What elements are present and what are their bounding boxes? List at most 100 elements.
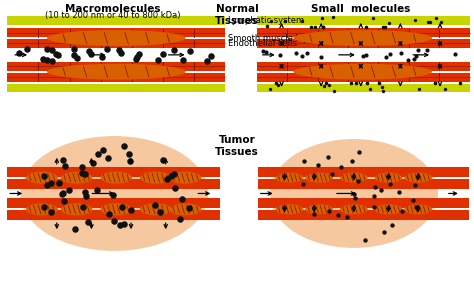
Point bbox=[105, 212, 112, 216]
Point bbox=[61, 163, 69, 168]
Point bbox=[110, 218, 118, 223]
Point bbox=[72, 227, 79, 232]
Point bbox=[372, 185, 379, 190]
Point bbox=[43, 183, 51, 187]
Text: Endothelial cells: Endothelial cells bbox=[228, 39, 297, 48]
Bar bbox=[7, 179, 220, 189]
Point bbox=[59, 158, 66, 162]
Bar bbox=[7, 16, 225, 25]
Point bbox=[118, 50, 125, 55]
Point bbox=[81, 171, 89, 176]
Ellipse shape bbox=[374, 204, 402, 214]
Point bbox=[186, 49, 194, 53]
Point bbox=[43, 58, 51, 63]
Point bbox=[317, 55, 325, 60]
Point bbox=[389, 222, 396, 227]
Bar bbox=[257, 16, 470, 25]
Bar bbox=[7, 199, 220, 208]
Text: (10 to 200 nm or 40 to 800 kDa): (10 to 200 nm or 40 to 800 kDa) bbox=[46, 11, 181, 20]
Bar bbox=[258, 210, 469, 220]
Point bbox=[377, 188, 384, 192]
Point bbox=[281, 19, 289, 23]
Point bbox=[424, 20, 432, 25]
Point bbox=[438, 19, 445, 24]
Point bbox=[126, 152, 133, 157]
Point bbox=[335, 213, 342, 217]
Point bbox=[164, 177, 171, 182]
Point bbox=[383, 55, 390, 60]
Point bbox=[292, 51, 300, 56]
Point bbox=[95, 152, 102, 156]
Point bbox=[47, 181, 55, 186]
Point bbox=[135, 52, 143, 56]
Point bbox=[78, 165, 85, 169]
Point bbox=[385, 20, 392, 25]
Point bbox=[301, 158, 308, 163]
Point bbox=[90, 161, 97, 166]
Bar bbox=[257, 39, 470, 48]
Point bbox=[411, 182, 419, 187]
Bar bbox=[7, 39, 225, 48]
Ellipse shape bbox=[170, 203, 201, 215]
Point bbox=[330, 89, 338, 93]
Ellipse shape bbox=[275, 204, 303, 214]
Point bbox=[118, 205, 126, 210]
Point bbox=[379, 25, 387, 29]
Point bbox=[259, 49, 266, 53]
Bar bbox=[7, 210, 220, 220]
Point bbox=[157, 209, 164, 214]
Point bbox=[99, 148, 106, 153]
Point bbox=[354, 179, 362, 184]
Bar bbox=[257, 83, 470, 92]
Point bbox=[276, 52, 283, 57]
Ellipse shape bbox=[305, 204, 333, 214]
Point bbox=[409, 198, 417, 202]
Point bbox=[71, 47, 78, 51]
Point bbox=[307, 24, 315, 29]
Text: Small  molecules: Small molecules bbox=[311, 4, 410, 14]
Point bbox=[203, 58, 211, 63]
Point bbox=[298, 53, 306, 58]
Ellipse shape bbox=[26, 203, 58, 215]
Point bbox=[60, 199, 68, 203]
Point bbox=[319, 25, 327, 29]
Point bbox=[426, 20, 434, 25]
Ellipse shape bbox=[140, 172, 172, 184]
Point bbox=[272, 80, 279, 85]
Text: Normal
Tissues: Normal Tissues bbox=[215, 4, 259, 26]
Text: Smooth muscle layer: Smooth muscle layer bbox=[228, 34, 317, 43]
Point bbox=[325, 83, 333, 88]
Point bbox=[386, 182, 394, 187]
Point bbox=[404, 58, 412, 62]
Point bbox=[159, 51, 167, 56]
Point bbox=[104, 156, 111, 161]
Point bbox=[337, 165, 345, 170]
Point bbox=[380, 230, 388, 234]
Point bbox=[370, 194, 377, 199]
Point bbox=[179, 197, 186, 202]
Point bbox=[320, 84, 328, 89]
Point bbox=[40, 174, 47, 178]
Text: Macromolecules: Macromolecules bbox=[65, 4, 161, 14]
Point bbox=[355, 150, 363, 155]
Point bbox=[398, 209, 405, 213]
Bar bbox=[7, 167, 220, 177]
Point bbox=[362, 52, 370, 57]
Point bbox=[40, 205, 48, 209]
Point bbox=[151, 202, 158, 207]
Point bbox=[93, 188, 100, 192]
Point bbox=[329, 15, 337, 19]
Point bbox=[381, 24, 389, 29]
Ellipse shape bbox=[404, 204, 432, 214]
Point bbox=[303, 50, 311, 55]
Point bbox=[65, 187, 73, 192]
Point bbox=[120, 144, 128, 149]
Point bbox=[132, 57, 140, 61]
Point bbox=[415, 47, 422, 52]
Point bbox=[396, 190, 403, 194]
Point bbox=[171, 172, 178, 177]
Point bbox=[176, 217, 184, 221]
Point bbox=[81, 190, 89, 195]
Point bbox=[412, 204, 419, 209]
Ellipse shape bbox=[61, 172, 92, 184]
